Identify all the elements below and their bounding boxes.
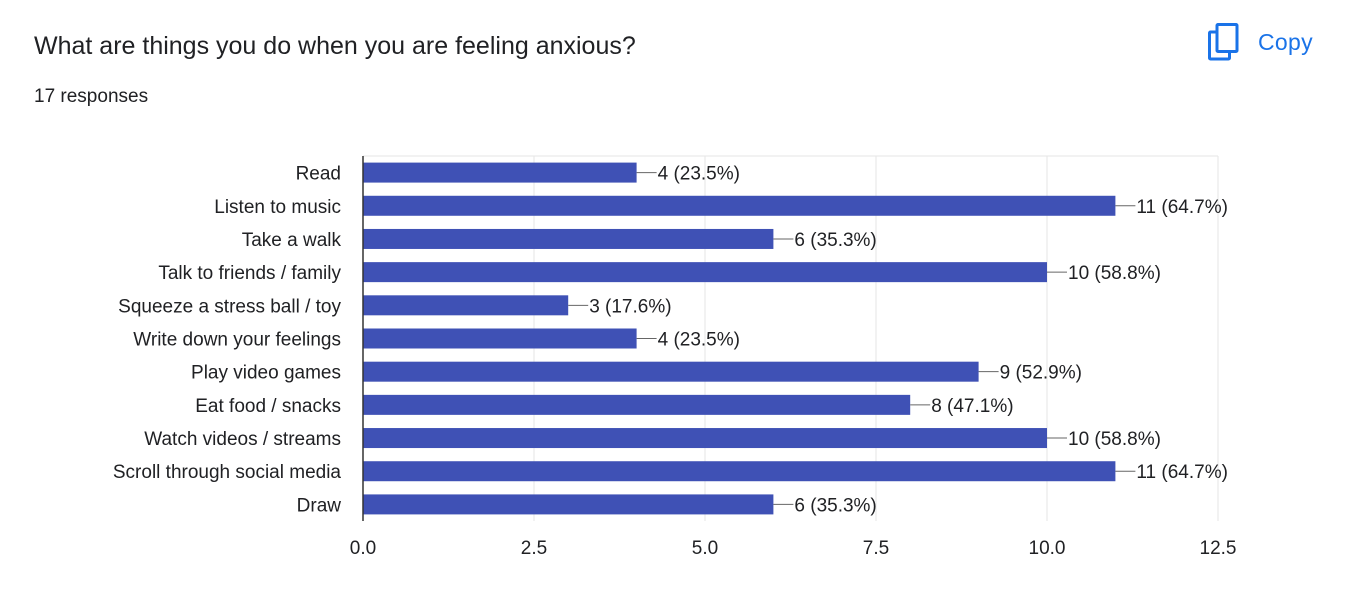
- bar: [363, 262, 1047, 283]
- data-label: 10 (58.8%): [1068, 429, 1161, 450]
- data-label: 3 (17.6%): [589, 296, 671, 317]
- category-label: Squeeze a stress ball / toy: [118, 296, 341, 317]
- x-tick-label: 7.5: [863, 538, 889, 559]
- category-label: Eat food / snacks: [195, 396, 341, 417]
- bar: [363, 494, 774, 515]
- bar: [363, 195, 1116, 216]
- category-label: Watch videos / streams: [144, 429, 341, 450]
- bar: [363, 228, 774, 249]
- category-label: Scroll through social media: [113, 462, 342, 483]
- bar: [363, 162, 637, 183]
- question-title: What are things you do when you are feel…: [34, 32, 636, 60]
- copy-label: Copy: [1258, 28, 1313, 55]
- x-tick-label: 12.5: [1200, 538, 1237, 559]
- category-labels: Read Listen to music Take a walk Talk to fr…: [113, 164, 342, 517]
- data-label: 10 (58.8%): [1068, 263, 1161, 284]
- data-label: 4 (23.5%): [658, 330, 740, 351]
- category-label: Read: [296, 164, 341, 185]
- data-label: 9 (52.9%): [1000, 363, 1082, 384]
- bar: [363, 295, 569, 316]
- bar: [363, 461, 1116, 482]
- bars: [363, 162, 1116, 515]
- x-tick-label: 2.5: [521, 538, 547, 559]
- copy-icon: [1208, 23, 1258, 61]
- data-label: 11 (64.7%): [1136, 462, 1228, 483]
- data-label: 8 (47.1%): [931, 396, 1013, 417]
- bar: [363, 428, 1047, 449]
- category-label: Listen to music: [214, 197, 341, 218]
- data-label: 11 (64.7%): [1136, 197, 1228, 218]
- data-label: 6 (35.3%): [794, 230, 876, 251]
- category-label: Play video games: [191, 363, 341, 384]
- category-label: Draw: [297, 495, 342, 516]
- data-label: 6 (35.3%): [794, 495, 876, 516]
- response-count: 17 responses: [34, 86, 149, 107]
- x-tick-labels: 0.0 2.5 5.0 7.5 10.0 12.5: [350, 538, 1237, 559]
- bar: [363, 361, 979, 382]
- category-label: Take a walk: [242, 230, 342, 251]
- category-label: Write down your feelings: [133, 330, 341, 351]
- x-tick-label: 0.0: [350, 538, 376, 559]
- data-labels: 4 (23.5%) 11 (64.7%) 6 (35.3%) 10 (58.8%) 3 …: [568, 164, 1228, 516]
- copy-button[interactable]: Copy: [1200, 20, 1321, 64]
- x-tick-label: 10.0: [1029, 538, 1066, 559]
- x-tick-label: 5.0: [692, 538, 718, 559]
- bar: [363, 328, 637, 349]
- category-label: Talk to friends / family: [158, 263, 341, 284]
- bar: [363, 394, 911, 415]
- data-label: 4 (23.5%): [658, 164, 740, 185]
